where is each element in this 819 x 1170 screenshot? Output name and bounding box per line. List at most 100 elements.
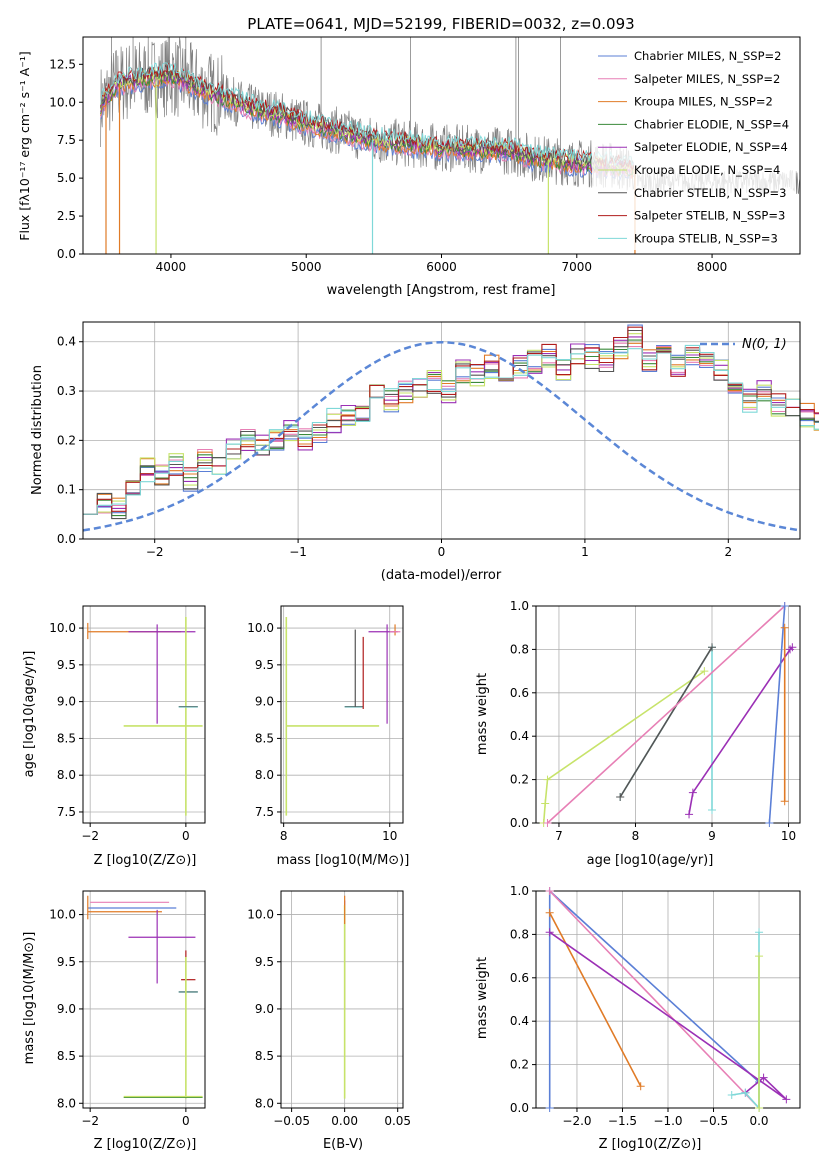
y-tick-label: 0.2 — [57, 433, 76, 447]
y-tick-label: 8.5 — [57, 731, 76, 745]
mass-weight-marker — [782, 1095, 791, 1104]
x-tick-label: 0.00 — [331, 1114, 358, 1128]
x-tick-label: 8 — [280, 829, 288, 843]
model-spectrum-kroupa_elodie — [100, 67, 635, 173]
y-tick-label: 10.0 — [49, 95, 76, 109]
mass-weight-marker — [543, 775, 552, 784]
residual-histogram-panel: −2 −1 0 1 2 0.0 0.1 0.2 0.3 0.4 (data-model)/erro… — [30, 321, 819, 583]
legend-label-salpeter_stelib: Salpeter STELIB, N_SSP=3 — [634, 209, 785, 223]
y-tick-label: 0.6 — [510, 686, 529, 700]
age-vs-mass-panel: mass [log10(M/M⊙)] 8 10 7.5 8.0 8.5 9.0 9.5 10.… — [247, 605, 409, 868]
y-tick-label: 0.2 — [510, 773, 529, 787]
y-tick-label: 0.0 — [57, 247, 76, 261]
age-vs-metallicity-panel: Z [log10(Z/Z⊙)] age [log10(age/yr)] −2 0 7… — [22, 605, 206, 868]
y-tick-label: 8.0 — [57, 768, 76, 782]
x-tick-label: 8000 — [697, 260, 728, 274]
residual-histogram-chabrier_elodie — [83, 339, 819, 517]
mass-weight-vs-metallicity-panel: Z [log10(Z/Z⊙)] mass weight −2.0 −1.5 −1.0… — [475, 884, 801, 1152]
x-tick-label: 6000 — [426, 260, 457, 274]
y-tick-label: 9.0 — [57, 1002, 76, 1016]
x-tick-label: 8 — [632, 829, 640, 843]
legend-label-kroupa_miles: Kroupa MILES, N_SSP=2 — [634, 95, 773, 109]
mass-weight-line-chabrier_miles — [768, 605, 786, 824]
x-tick-label: 4000 — [156, 260, 187, 274]
y-tick-label: 0.0 — [57, 532, 76, 546]
x-tick-label: −2 — [81, 829, 99, 843]
legend-label-kroupa_elodie: Kroupa ELODIE, N_SSP=4 — [634, 163, 780, 177]
y-tick-label: 7.5 — [255, 805, 274, 819]
mass-weight-line-kroupa_miles — [548, 912, 642, 1087]
histogram-xlabel: (data-model)/error — [381, 568, 502, 583]
weight-z-xlabel: Z [log10(Z/Z⊙)] — [599, 1137, 702, 1152]
mass-weight-marker — [688, 788, 697, 797]
x-tick-label: −2 — [81, 1114, 99, 1128]
mass-weight-marker — [759, 1073, 768, 1082]
y-tick-label: 10.0 — [49, 908, 76, 922]
mass-weight-line-salpeter_miles — [549, 890, 760, 1109]
spectrum-ylabel: Flux [fλ10⁻¹⁷ erg cm⁻² s⁻¹ A⁻¹] — [17, 51, 32, 240]
model-spectrum-chabrier_stelib — [100, 63, 635, 169]
y-tick-label: 0.8 — [510, 642, 529, 656]
y-tick-label: 8.5 — [57, 1049, 76, 1063]
model-spectrum-salpeter_stelib — [100, 63, 635, 172]
mass-weight-marker — [685, 810, 694, 819]
mass-weight-marker — [788, 643, 797, 652]
mass-weight-marker — [700, 667, 709, 676]
y-tick-label: 9.5 — [255, 955, 274, 969]
x-tick-label: −1 — [289, 545, 307, 559]
mass-weight-marker — [780, 623, 789, 632]
axes-frame — [82, 605, 206, 824]
mass-weight-marker — [727, 1090, 736, 1099]
axes-frame — [82, 890, 206, 1109]
y-tick-label: 0.4 — [57, 335, 76, 349]
y-tick-label: 9.0 — [255, 695, 274, 709]
mass-weight-marker — [708, 643, 716, 652]
x-tick-label: 10 — [781, 829, 796, 843]
residual-histogram-kroupa_stelib — [83, 344, 819, 515]
y-tick-label: 9.5 — [57, 658, 76, 672]
age-z-xlabel: Z [log10(Z/Z⊙)] — [94, 853, 197, 868]
legend-label-salpeter_miles: Salpeter MILES, N_SSP=2 — [634, 72, 780, 86]
mass-weight-line-salpeter_elodie — [688, 646, 793, 815]
weight-age-xlabel: age [log10(age/yr)] — [587, 853, 714, 868]
mass-weight-marker — [545, 887, 554, 895]
y-tick-label: 9.5 — [57, 955, 76, 969]
mass-vs-ebv-panel: E(B-V) −0.05 0.00 0.05 8.0 8.5 9.0 9.5 10.0 — [247, 890, 411, 1152]
y-tick-label: 8.0 — [255, 768, 274, 782]
mass-weight-line-salpeter_miles — [546, 605, 786, 824]
y-tick-label: 0.1 — [57, 483, 76, 497]
mass-ebv-xlabel: E(B-V) — [323, 1137, 363, 1152]
mass-vs-metallicity-panel: Z [log10(Z/Z⊙)] mass [log10(M/M⊙)] −2 0 8.… — [22, 890, 206, 1152]
x-tick-label: 10 — [382, 829, 397, 843]
y-tick-label: 0.0 — [510, 816, 529, 830]
mass-weight-line-kroupa_stelib — [731, 932, 760, 1111]
y-tick-label: 0.0 — [510, 1101, 529, 1115]
normal-curve — [82, 340, 801, 532]
legend-label-salpeter_elodie: Salpeter ELODIE, N_SSP=4 — [634, 140, 788, 154]
legend-label-kroupa_stelib: Kroupa STELIB, N_SSP=3 — [634, 231, 778, 245]
legend-label-chabrier_elodie: Chabrier ELODIE, N_SSP=4 — [634, 117, 789, 131]
mass-weight-line-salpeter_elodie — [549, 931, 787, 1100]
mass-weight-marker — [780, 797, 789, 806]
x-tick-label: 7000 — [562, 260, 593, 274]
legend-label-chabrier_stelib: Chabrier STELIB, N_SSP=3 — [634, 186, 786, 200]
y-tick-label: 12.5 — [49, 57, 76, 71]
axes-frame — [280, 605, 404, 824]
axes-frame — [535, 605, 801, 824]
y-tick-label: 2.5 — [57, 209, 76, 223]
spectrum-title: PLATE=0641, MJD=52199, FIBERID=0032, z=0… — [247, 15, 634, 33]
x-tick-label: 0 — [182, 1114, 190, 1128]
histogram-axes-frame — [82, 321, 801, 540]
mass-weight-marker — [741, 1088, 750, 1097]
x-tick-label: 0.0 — [749, 1114, 768, 1128]
y-tick-label: 9.5 — [255, 658, 274, 672]
mass-weight-marker — [708, 805, 716, 814]
mass-z-xlabel: Z [log10(Z/Z⊙)] — [94, 1137, 197, 1152]
y-tick-label: 7.5 — [57, 805, 76, 819]
y-tick-label: 1.0 — [510, 599, 529, 613]
mass-weight-marker — [780, 602, 789, 610]
y-tick-label: 0.3 — [57, 384, 76, 398]
mass-z-ylabel: mass [log10(M/M⊙)] — [22, 932, 37, 1065]
x-tick-label: −1.0 — [653, 1114, 682, 1128]
x-tick-label: −0.5 — [699, 1114, 728, 1128]
